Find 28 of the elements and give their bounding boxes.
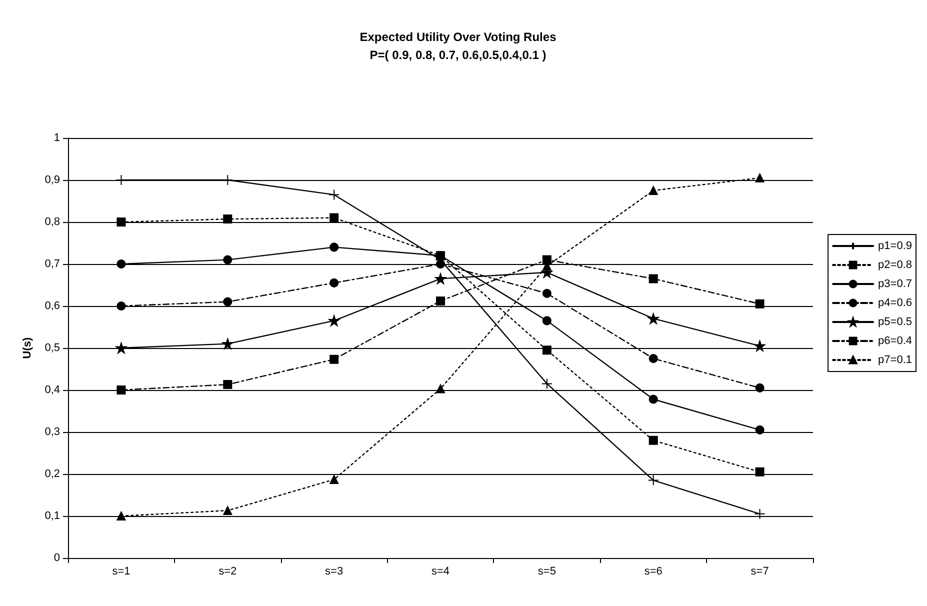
x-tick-label: s=1	[112, 566, 130, 578]
legend-label: p1=0.9	[878, 240, 912, 252]
y-tick-label: 0,3	[44, 426, 60, 438]
legend-label: p7=0.1	[878, 354, 912, 366]
y-tick-label: 0,8	[44, 216, 60, 228]
y-tick-label: 0,9	[44, 174, 60, 186]
y-tick-label: 0,6	[44, 300, 60, 312]
y-tick-label: 0,5	[44, 342, 60, 354]
y-tick-label: 0,7	[44, 258, 60, 270]
x-tick-label: s=2	[218, 566, 237, 578]
y-tick-label: 0,4	[44, 384, 60, 396]
chart-subtitle: P=( 0.9, 0.8, 0.7, 0.6,0.5,0.4,0.1 )	[370, 48, 546, 62]
y-tick-label: 0,1	[44, 510, 60, 522]
x-tick-label: s=4	[431, 566, 450, 578]
chart-title: Expected Utility Over Voting Rules	[360, 30, 557, 44]
x-tick-label: s=5	[538, 566, 556, 578]
legend-label: p2=0.8	[878, 259, 912, 271]
y-tick-label: 0,2	[44, 468, 60, 480]
y-tick-label: 1	[54, 132, 60, 144]
legend-label: p5=0.5	[878, 316, 912, 328]
x-tick-label: s=3	[325, 566, 344, 578]
y-tick-label: 0	[54, 552, 60, 564]
y-axis-title: U(s)	[22, 336, 34, 359]
x-tick-label: s=6	[644, 566, 662, 578]
legend-label: p6=0.4	[878, 335, 912, 347]
legend-label: p4=0.6	[878, 297, 912, 309]
legend-label: p3=0.7	[878, 278, 912, 290]
x-tick-label: s=7	[750, 566, 769, 578]
